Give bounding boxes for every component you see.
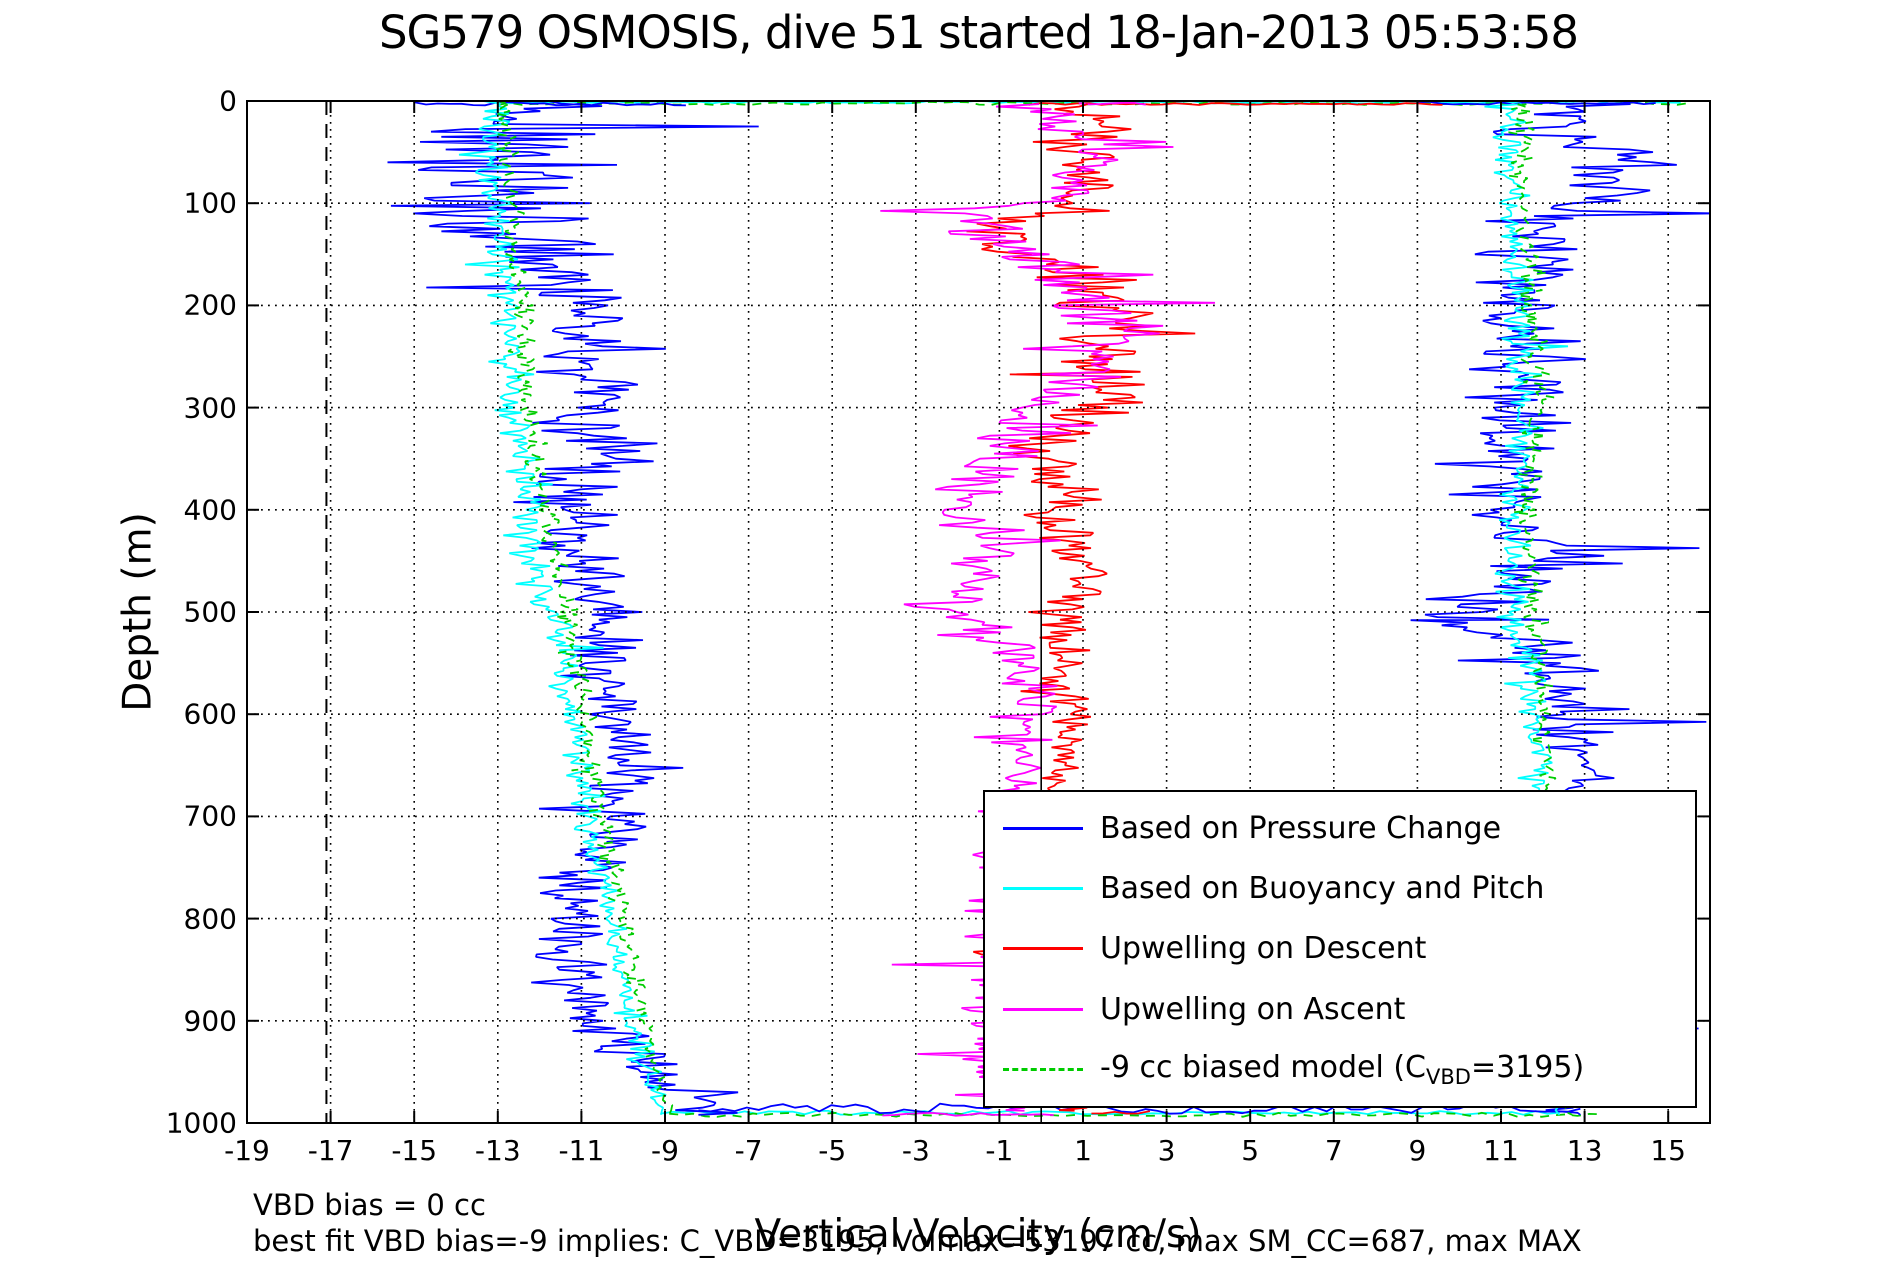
x-tick-label: -15 <box>391 1134 438 1167</box>
legend-entry-buoyancy-pitch: Based on Buoyancy and Pitch <box>985 861 1695 917</box>
y-tick-label: 100 <box>183 186 237 220</box>
x-tick-label: 9 <box>1408 1134 1427 1167</box>
x-tick-label: 1 <box>1074 1134 1092 1167</box>
legend-label: Based on Pressure Change <box>1100 810 1502 846</box>
series-model-descent <box>495 101 674 1116</box>
legend-line-swatch <box>1003 826 1083 830</box>
x-tick-label: -9 <box>651 1134 679 1167</box>
legend-entry-upwelling-descent: Upwelling on Descent <box>985 921 1695 977</box>
x-tick-label: -13 <box>474 1134 521 1167</box>
y-tick-label: 1000 <box>165 1106 237 1140</box>
plot-title: SG579 OSMOSIS, dive 51 started 18-Jan-20… <box>378 6 1579 59</box>
x-tick-label: -11 <box>558 1134 605 1167</box>
legend-entry-pressure-change: Based on Pressure Change <box>985 800 1695 856</box>
bottom-sweep-magenta <box>882 1111 1054 1117</box>
legend-box: Based on Pressure Change Based on Buoyan… <box>983 790 1697 1108</box>
x-tick-label: 7 <box>1324 1134 1343 1167</box>
series-model-ascent <box>1508 103 1574 1116</box>
surface-sweep-blue-left <box>414 101 686 107</box>
y-tick-label: 300 <box>183 391 237 425</box>
x-tick-label: -19 <box>224 1134 270 1167</box>
x-tick-label: 13 <box>1566 1134 1603 1167</box>
x-tick-label: -17 <box>307 1134 354 1167</box>
y-tick-label: 800 <box>183 902 237 936</box>
x-tick-label: 11 <box>1483 1134 1519 1167</box>
surface-sweep-magenta <box>1078 101 1146 106</box>
vbd-bias-annotation: VBD bias = 0 cc <box>253 1188 486 1222</box>
bottom-sweep-red <box>1091 1110 1151 1115</box>
legend-line-swatch <box>1003 1068 1083 1072</box>
legend-line-swatch <box>1003 947 1083 951</box>
x-axis-label: Vertical Velocity (cm/s) <box>754 1212 1202 1257</box>
y-tick-label: 600 <box>183 697 237 731</box>
x-tick-label: 5 <box>1241 1134 1260 1167</box>
best-fit-annotation: best fit VBD bias=-9 implies: C_VBD=3195… <box>253 1224 1582 1258</box>
x-tick-label: -1 <box>985 1134 1014 1167</box>
x-tick-label: 15 <box>1650 1134 1687 1167</box>
y-tick-label: 900 <box>183 1004 237 1038</box>
y-tick-label: 500 <box>183 595 237 629</box>
legend-label: Upwelling on Ascent <box>1100 991 1406 1027</box>
series-buoyancy-pitch-descent <box>458 101 667 1116</box>
x-tick-label: -5 <box>818 1134 847 1167</box>
x-tick-label: -3 <box>901 1134 930 1167</box>
legend-entry-biased-model: -9 cc biased model (CVBD=3195) <box>985 1042 1695 1098</box>
y-tick-label: 200 <box>183 288 237 322</box>
legend-line-swatch <box>1003 887 1083 891</box>
legend-label: Upwelling on Descent <box>1100 931 1427 967</box>
y-tick-label: 0 <box>219 84 237 118</box>
bottom-sweep-model <box>669 1111 1602 1118</box>
series-pressure-change-descent <box>387 101 759 1116</box>
y-tick-label: 400 <box>183 493 237 527</box>
legend-entry-upwelling-ascent: Upwelling on Ascent <box>985 981 1695 1037</box>
y-tick-label: 700 <box>183 799 237 833</box>
legend-label: Based on Buoyancy and Pitch <box>1100 871 1545 907</box>
x-tick-label: -7 <box>734 1134 763 1167</box>
legend-label: -9 cc biased model (CVBD=3195) <box>1100 1050 1585 1090</box>
legend-line-swatch <box>1003 1007 1083 1011</box>
surface-sweep-blue-right <box>1417 101 1656 106</box>
x-tick-label: 3 <box>1157 1134 1176 1167</box>
